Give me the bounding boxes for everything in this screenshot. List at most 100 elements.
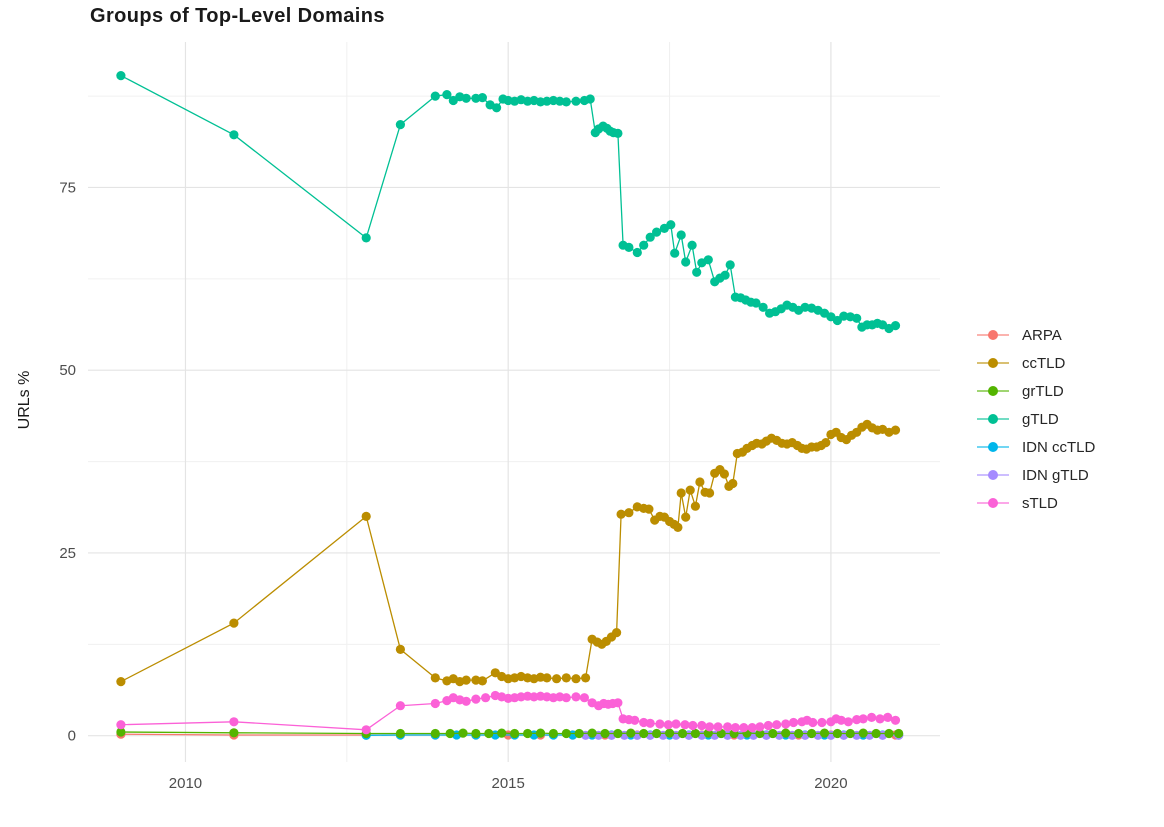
data-point-grTLD bbox=[561, 728, 571, 739]
data-point-gTLD bbox=[613, 128, 623, 138]
data-point-gTLD bbox=[681, 257, 691, 267]
data-point-grTLD bbox=[807, 728, 817, 739]
data-point-gTLD bbox=[751, 298, 761, 308]
legend-item-sTLD: sTLD bbox=[976, 489, 1095, 517]
data-point-sTLD bbox=[663, 720, 673, 730]
data-point-sTLD bbox=[116, 720, 126, 730]
data-point-grTLD bbox=[613, 728, 623, 739]
data-point-gTLD bbox=[758, 302, 768, 312]
data-point-grTLD bbox=[832, 728, 843, 739]
data-point-grTLD bbox=[652, 728, 662, 739]
data-point-sTLD bbox=[843, 717, 853, 727]
data-point-sTLD bbox=[461, 696, 471, 706]
data-point-grTLD bbox=[884, 728, 894, 739]
data-point-ccTLD bbox=[644, 504, 654, 514]
data-point-grTLD bbox=[395, 728, 405, 739]
series-sTLD bbox=[116, 690, 901, 735]
legend-item-label-ARPA: ARPA bbox=[1022, 326, 1062, 344]
data-point-sTLD bbox=[723, 722, 733, 732]
data-point-gTLD bbox=[571, 96, 581, 106]
data-point-sTLD bbox=[571, 692, 581, 702]
data-point-grTLD bbox=[116, 727, 126, 737]
data-point-grTLD bbox=[587, 728, 597, 738]
data-point-gTLD bbox=[461, 93, 471, 103]
data-point-sTLD bbox=[808, 717, 818, 728]
data-point-ccTLD bbox=[821, 438, 831, 448]
data-point-gTLD bbox=[645, 232, 655, 242]
data-point-gTLD bbox=[395, 120, 405, 130]
data-point-sTLD bbox=[481, 693, 491, 703]
data-point-sTLD bbox=[645, 718, 655, 728]
data-point-grTLD bbox=[665, 728, 675, 738]
data-point-ccTLD bbox=[461, 675, 471, 685]
data-point-sTLD bbox=[671, 719, 681, 729]
data-point-gTLD bbox=[676, 230, 686, 240]
data-point-sTLD bbox=[867, 712, 877, 723]
legend-item-IDN-gTLD: IDN gTLD bbox=[976, 461, 1095, 489]
data-point-grTLD bbox=[845, 728, 855, 739]
data-point-sTLD bbox=[688, 720, 698, 731]
legend-key-dot-ARPA bbox=[988, 330, 998, 340]
legend: ARPA ccTLD grTLD gTLD IDN ccTLD IDN gTLD sTLD bbox=[976, 321, 1095, 517]
data-point-grTLD bbox=[677, 728, 688, 739]
data-point-ccTLD bbox=[361, 511, 371, 521]
data-point-gTLD bbox=[116, 71, 126, 81]
data-point-ccTLD bbox=[581, 673, 591, 683]
data-point-ccTLD bbox=[728, 478, 738, 489]
data-point-ccTLD bbox=[890, 425, 901, 435]
data-point-sTLD bbox=[713, 722, 723, 732]
data-point-grTLD bbox=[229, 728, 239, 738]
axis-tick-labels: 2010 2015 2020 0 25 50 75 bbox=[59, 179, 847, 792]
data-point-gTLD bbox=[832, 315, 843, 326]
data-point-sTLD bbox=[817, 717, 827, 728]
series-grTLD bbox=[116, 727, 904, 739]
data-point-ccTLD bbox=[624, 508, 634, 518]
data-point-grTLD bbox=[639, 728, 649, 739]
data-point-grTLD bbox=[894, 728, 904, 739]
data-point-gTLD bbox=[585, 94, 595, 104]
legend-key-dot-sTLD bbox=[988, 498, 998, 508]
data-point-ccTLD bbox=[571, 674, 581, 684]
data-point-gTLD bbox=[890, 321, 901, 331]
data-point-gTLD bbox=[692, 267, 702, 277]
data-point-grTLD bbox=[755, 728, 765, 739]
data-point-sTLD bbox=[739, 723, 749, 733]
data-point-grTLD bbox=[574, 728, 584, 739]
legend-key-dot-ccTLD bbox=[988, 358, 998, 368]
data-point-ccTLD bbox=[719, 469, 730, 479]
data-point-grTLD bbox=[600, 728, 610, 739]
data-point-gTLD bbox=[229, 130, 239, 140]
data-point-gTLD bbox=[639, 240, 649, 250]
data-point-sTLD bbox=[680, 720, 690, 730]
data-point-ccTLD bbox=[612, 628, 622, 638]
data-point-ccTLD bbox=[616, 509, 626, 519]
data-point-ccTLD bbox=[681, 512, 691, 522]
data-point-ccTLD bbox=[542, 673, 552, 683]
data-point-gTLD bbox=[666, 220, 676, 230]
data-point-sTLD bbox=[430, 698, 440, 709]
data-point-sTLD bbox=[395, 701, 405, 711]
data-point-gTLD bbox=[852, 313, 862, 323]
data-point-ccTLD bbox=[695, 477, 705, 487]
y-tick-label-25: 25 bbox=[59, 545, 76, 562]
data-point-gTLD bbox=[361, 233, 371, 243]
data-point-sTLD bbox=[836, 715, 846, 725]
data-point-ccTLD bbox=[116, 677, 126, 687]
x-tick-label-2015: 2015 bbox=[492, 775, 525, 792]
legend-key-ccTLD bbox=[977, 358, 1009, 368]
chart-title: Groups of Top-Level Domains bbox=[90, 5, 385, 27]
data-point-grTLD bbox=[445, 728, 455, 739]
data-point-grTLD bbox=[858, 728, 868, 738]
legend-item-grTLD: grTLD bbox=[976, 377, 1095, 405]
legend-key-IDN-gTLD bbox=[977, 470, 1009, 480]
x-tick-label-2020: 2020 bbox=[814, 775, 847, 792]
data-point-grTLD bbox=[458, 728, 468, 738]
data-point-grTLD bbox=[781, 728, 791, 738]
data-point-ccTLD bbox=[561, 673, 571, 683]
legend-key-IDN-ccTLD bbox=[977, 442, 1009, 452]
data-point-sTLD bbox=[883, 712, 893, 723]
data-point-grTLD bbox=[430, 728, 440, 739]
data-point-gTLD bbox=[624, 242, 634, 252]
data-point-ccTLD bbox=[690, 501, 701, 511]
